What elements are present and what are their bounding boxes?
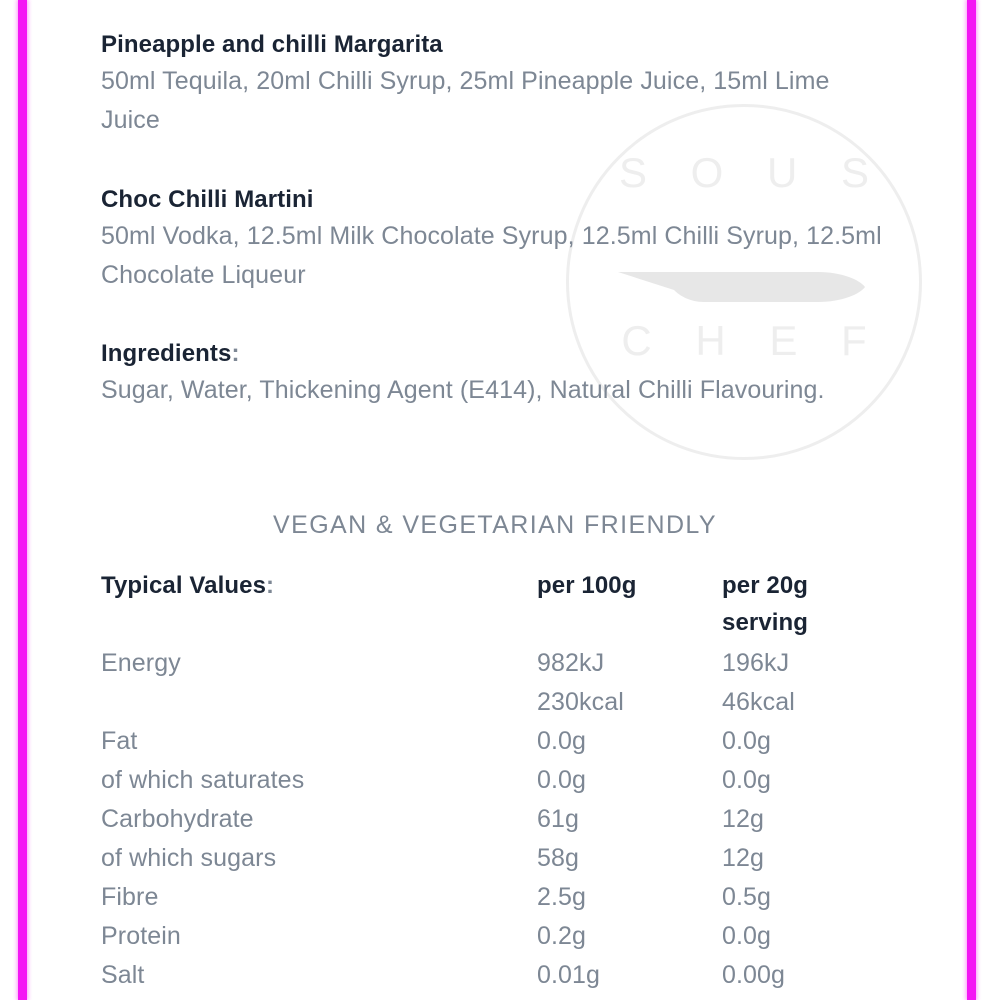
nutrient-label: Fibre (101, 883, 159, 911)
table-header-row: Typical Values: per 100g per 20g serving (101, 566, 891, 644)
ingredients-label: Ingredients (101, 340, 232, 367)
table-row: Fibre 2.5g 0.5g (101, 878, 891, 917)
nutrient-value-per-serving: 196kJ 46kcal (722, 644, 922, 722)
vegan-vegetarian-banner: VEGAN & VEGETARIAN FRIENDLY (273, 511, 717, 539)
nutrient-value-per-serving: 0.0g (722, 922, 772, 950)
nutrient-value-per-100g: 2.5g (537, 883, 587, 911)
nutrient-label: Carbohydrate (101, 805, 254, 833)
nutrient-value-per-100g: 58g (537, 844, 580, 872)
recipe-block-martini: Choc Chilli Martini 50ml Vodka, 12.5ml M… (101, 186, 891, 295)
nutrient-value-per-100g: 0.0g (537, 766, 587, 794)
table-row: of which saturates 0.0g 0.0g (101, 761, 891, 800)
table-row: Carbohydrate 61g 12g (101, 800, 891, 839)
typical-values-colon: : (266, 572, 275, 599)
ingredients-colon: : (231, 340, 240, 367)
nutrient-value-per-100g: 0.01g (537, 961, 601, 989)
nutrient-label: of which sugars (101, 844, 277, 872)
nutrition-table: Typical Values: per 100g per 20g serving… (101, 566, 891, 995)
nutrient-value-per-serving: 12g (722, 805, 765, 833)
nutrient-value-per-serving: 0.00g (722, 961, 786, 989)
nutrient-value-per-100g-line1: 982kJ (537, 649, 605, 677)
column-header-per-100g: per 100g (537, 572, 637, 599)
nutrient-value-per-100g: 982kJ 230kcal (537, 644, 717, 722)
nutrient-value-per-serving: 12g (722, 844, 765, 872)
typical-values-label: Typical Values (101, 572, 267, 599)
nutrient-value-per-serving-line2: 46kcal (722, 688, 795, 716)
recipe-title: Pineapple and chilli Margarita (101, 31, 443, 58)
nutrient-value-per-100g-line2: 230kcal (537, 688, 624, 716)
table-row: Fat 0.0g 0.0g (101, 722, 891, 761)
ingredients-block: Ingredients: Sugar, Water, Thickening Ag… (101, 340, 891, 410)
nutrient-value-per-serving: 0.0g (722, 727, 772, 755)
table-row: Energy 982kJ 230kcal 196kJ 46kcal (101, 644, 891, 722)
nutrient-value-per-serving: 0.5g (722, 883, 772, 911)
nutrient-label: Salt (101, 961, 145, 989)
ingredients-list-text: Sugar, Water, Thickening Agent (E414), N… (101, 376, 825, 405)
recipe-block-margarita: Pineapple and chilli Margarita 50ml Tequ… (101, 31, 891, 140)
nutrient-value-per-serving-line1: 196kJ (722, 649, 790, 677)
nutrient-value-per-100g: 0.2g (537, 922, 587, 950)
nutrient-label: of which saturates (101, 766, 305, 794)
recipe-ingredients-text: 50ml Tequila, 20ml Chilli Syrup, 25ml Pi… (101, 67, 830, 135)
table-row: Salt 0.01g 0.00g (101, 956, 891, 995)
column-header-per-serving-line2: serving (722, 609, 809, 636)
nutrient-value-per-serving: 0.0g (722, 766, 772, 794)
column-header-per-serving: per 20g serving (722, 566, 922, 641)
left-accent-stripe (18, 0, 27, 1000)
recipe-ingredients-text: 50ml Vodka, 12.5ml Milk Chocolate Syrup,… (101, 222, 882, 290)
nutrient-value-per-100g: 61g (537, 805, 580, 833)
nutrient-label: Fat (101, 727, 138, 755)
nutrient-label: Protein (101, 922, 181, 950)
nutrient-value-per-100g: 0.0g (537, 727, 587, 755)
ingredients-heading: Ingredients: (101, 340, 891, 368)
typical-values-heading: Typical Values: (101, 566, 521, 605)
table-row: Protein 0.2g 0.0g (101, 917, 891, 956)
right-accent-stripe (967, 0, 976, 1000)
table-row: of which sugars 58g 12g (101, 839, 891, 878)
recipe-title: Choc Chilli Martini (101, 186, 314, 213)
column-header-per-serving-line1: per 20g (722, 572, 809, 599)
nutrient-label: Energy (101, 649, 181, 677)
